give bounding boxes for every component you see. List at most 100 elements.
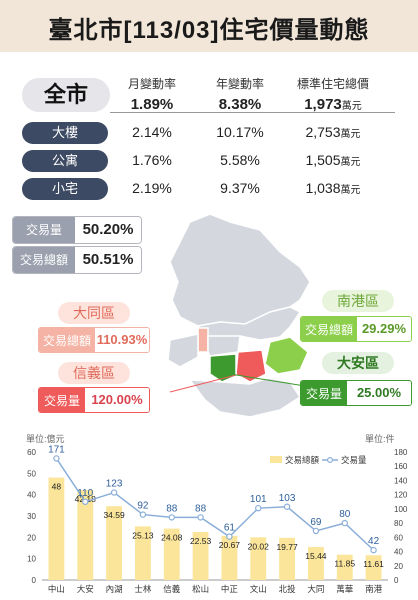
bar-中山 xyxy=(48,477,65,580)
bar-value-label: 24.08 xyxy=(161,533,183,543)
legend-bar-swatch xyxy=(270,456,282,463)
building-year-value: 10.17% xyxy=(216,124,264,140)
line-point xyxy=(168,514,175,521)
y-tick-right: 20 xyxy=(394,562,403,571)
map-district-nangang xyxy=(264,336,309,375)
line-point xyxy=(283,503,291,510)
building-month-value: 2.14% xyxy=(132,124,172,140)
stat-volume-value: 50.20% xyxy=(75,217,141,243)
y-tick-left: 50 xyxy=(27,469,36,478)
city-total-unit: 萬元 xyxy=(341,101,362,112)
line-value-label: 103 xyxy=(279,493,296,504)
y-tick-left: 20 xyxy=(27,533,36,542)
apartment-total-unit: 萬元 xyxy=(340,157,361,168)
x-tick-label: 文山 xyxy=(250,584,267,594)
line-value-label: 123 xyxy=(106,479,123,490)
x-tick-label: 大同 xyxy=(307,584,324,594)
city-year-value: 8.38% xyxy=(218,96,262,113)
map-west-region xyxy=(167,333,199,368)
bar-萬華 xyxy=(336,554,353,580)
y-tick-right: 140 xyxy=(394,476,408,485)
city-month-value: 1.89% xyxy=(130,96,174,113)
y-tick-left: 40 xyxy=(27,491,36,500)
line-point xyxy=(255,504,262,512)
box-xinyi-value: 120.00% xyxy=(85,388,149,412)
y-axis-right-label: 單位:件 xyxy=(365,433,395,444)
x-tick-label: 士林 xyxy=(134,584,152,594)
y-tick-left: 0 xyxy=(32,576,37,585)
taipei-district-map xyxy=(167,213,331,418)
y-tick-right: 160 xyxy=(394,462,408,471)
district-chart: 單位:億元 單位:件 0 10 20 30 40 50 60 0 20 40 60 80 100 120 140… xyxy=(26,433,408,594)
header-month-change: 月變動率 xyxy=(127,77,176,91)
y-tick-right: 120 xyxy=(394,491,408,500)
building-total-value: 2,753萬元 xyxy=(278,124,388,140)
line-value-label: 171 xyxy=(48,444,65,455)
title-bar xyxy=(0,0,418,52)
city-label: 全市 xyxy=(22,78,110,112)
small-unit-year-value: 9.37% xyxy=(220,180,260,196)
line-point xyxy=(82,498,89,505)
box-daan: 交易量 25.00% xyxy=(300,380,412,406)
map-district-datong xyxy=(197,327,209,353)
small-unit-total-value: 1,038萬元 xyxy=(278,180,388,196)
box-nangang-label: 交易總額 xyxy=(301,317,357,341)
stat-volume-box: 交易量 50.20% xyxy=(12,216,142,244)
bar-value-label: 15.44 xyxy=(305,551,327,561)
bar-value-label: 19.77 xyxy=(276,542,298,552)
bar-信義 xyxy=(163,528,180,580)
line-point xyxy=(312,527,320,535)
line-value-label: 101 xyxy=(250,494,267,505)
bar-大同 xyxy=(307,547,324,580)
box-datong-label: 交易總額 xyxy=(39,328,95,352)
page-title: 臺北市[113/03]住宅價量動態 xyxy=(48,17,370,44)
small-unit-total-number: 1,038 xyxy=(305,180,341,196)
bar-value-label: 48 xyxy=(52,482,62,492)
line-point xyxy=(226,533,233,540)
y-tick-right: 0 xyxy=(394,576,399,585)
y-tick-right: 60 xyxy=(394,533,403,542)
type-label-small-unit: 小宅 xyxy=(22,178,108,200)
line-point xyxy=(110,489,118,496)
bar-松山 xyxy=(192,531,209,580)
box-daan-label: 交易量 xyxy=(301,381,347,405)
header-year-change: 年變動率 xyxy=(215,77,264,91)
x-tick-label: 南港 xyxy=(365,584,383,594)
legend-line-label: 交易量 xyxy=(341,455,367,465)
bar-士林 xyxy=(134,526,151,580)
line-point xyxy=(341,519,348,527)
line-value-label: 110 xyxy=(77,488,93,499)
city-total-value: 1,973萬元 xyxy=(278,96,388,113)
x-tick-label: 萬華 xyxy=(336,584,354,594)
line-value-label: 61 xyxy=(224,523,236,534)
x-tick-label: 北投 xyxy=(279,584,297,594)
building-total-number: 2,753 xyxy=(305,124,341,140)
box-datong: 交易總額 110.93% xyxy=(38,327,150,353)
city-divider xyxy=(110,112,395,113)
small-unit-total-unit: 萬元 xyxy=(340,185,361,196)
bar-文山 xyxy=(250,537,267,580)
apartment-total-number: 1,505 xyxy=(305,152,341,168)
box-datong-value: 110.93% xyxy=(95,328,149,352)
x-tick-label: 內湖 xyxy=(106,584,123,594)
y-tick-right: 180 xyxy=(394,448,408,457)
tag-xinyi: 信義區 xyxy=(58,362,130,384)
x-tick-label: 信義 xyxy=(163,584,181,594)
stat-amount-value: 50.51% xyxy=(75,247,141,273)
bar-內湖 xyxy=(106,506,123,580)
line-point xyxy=(139,511,147,518)
y-tick-left: 10 xyxy=(27,555,36,564)
line-series-volume xyxy=(55,457,375,551)
x-tick-label: 中山 xyxy=(48,584,65,594)
line-point xyxy=(370,546,377,554)
x-tick-label: 松山 xyxy=(192,584,209,594)
line-value-label: 88 xyxy=(166,503,178,514)
bar-南港 xyxy=(365,555,382,580)
y-axis-left-label: 單位:億元 xyxy=(26,433,65,444)
line-value-label: 88 xyxy=(195,503,207,514)
tag-nangang: 南港區 xyxy=(322,290,394,312)
stat-volume-label: 交易量 xyxy=(13,217,75,243)
apartment-month-value: 1.76% xyxy=(132,152,172,168)
bar-value-label: 11.61 xyxy=(363,559,384,569)
bar-中正 xyxy=(221,535,238,580)
